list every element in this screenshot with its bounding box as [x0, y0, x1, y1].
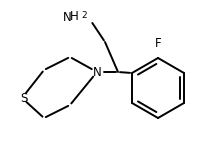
Text: S: S — [20, 92, 28, 104]
Text: F: F — [155, 37, 161, 50]
Text: H: H — [70, 10, 78, 23]
Text: N: N — [63, 11, 71, 24]
Text: N: N — [93, 66, 101, 79]
Text: 2: 2 — [81, 11, 87, 20]
